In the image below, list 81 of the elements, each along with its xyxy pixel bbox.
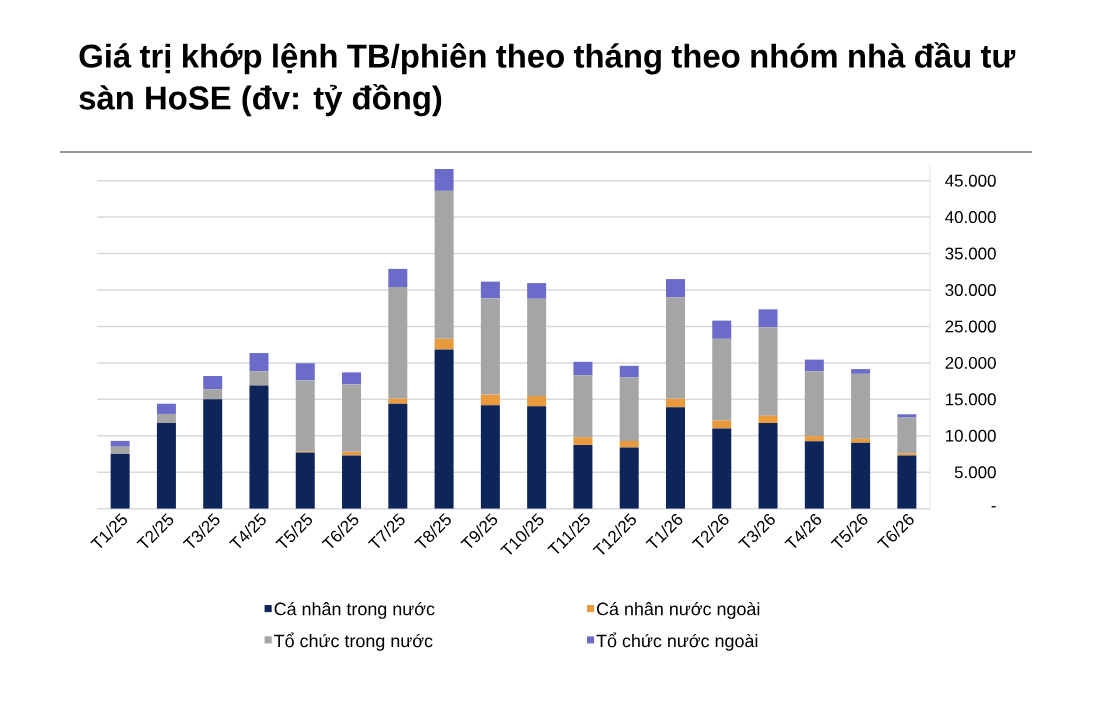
bar bbox=[619, 377, 639, 441]
bar bbox=[851, 373, 871, 439]
bar bbox=[434, 349, 454, 509]
bar bbox=[203, 376, 223, 390]
bar bbox=[388, 268, 408, 288]
bar bbox=[897, 453, 917, 456]
bar bbox=[712, 320, 732, 339]
bar bbox=[434, 169, 454, 191]
bar bbox=[156, 423, 176, 509]
bar bbox=[804, 441, 824, 509]
legend-label: Tổ chức trong nước bbox=[274, 632, 433, 651]
bar bbox=[388, 403, 408, 509]
bar bbox=[573, 375, 593, 438]
bar bbox=[249, 353, 269, 372]
bar bbox=[434, 338, 454, 350]
bar bbox=[712, 428, 732, 509]
bar bbox=[527, 406, 547, 509]
bar bbox=[619, 447, 639, 509]
bar bbox=[342, 372, 362, 385]
bar bbox=[897, 417, 917, 454]
bar bbox=[712, 420, 732, 429]
y-tick-label: 10.000 bbox=[945, 429, 996, 442]
bar bbox=[527, 396, 547, 407]
bar bbox=[203, 389, 223, 400]
bar bbox=[527, 298, 547, 397]
bar bbox=[665, 398, 685, 408]
bar bbox=[480, 298, 500, 395]
legend-label: Cá nhân trong nước bbox=[274, 601, 435, 619]
bar bbox=[758, 327, 778, 416]
bar bbox=[156, 413, 176, 424]
bar bbox=[295, 452, 315, 509]
bar bbox=[665, 297, 685, 399]
bar bbox=[110, 440, 130, 447]
bar bbox=[573, 361, 593, 376]
bar bbox=[712, 338, 732, 421]
y-tick-label: 45.000 bbox=[945, 174, 996, 187]
bar bbox=[342, 455, 362, 509]
bar bbox=[804, 436, 824, 442]
y-tick-label: 25.000 bbox=[945, 320, 996, 333]
bar bbox=[388, 287, 408, 399]
bar bbox=[203, 399, 223, 509]
y-tick-label: - bbox=[991, 506, 996, 508]
bar bbox=[295, 363, 315, 381]
y-tick-label: 5.000 bbox=[954, 466, 996, 479]
bar bbox=[851, 442, 871, 509]
bar bbox=[758, 423, 778, 509]
chart-title: Giá trị khớp lệnh TB/phiên theo tháng theo nhóm nhà đầu tư sàn HoSE (đv: tỷ đồng) bbox=[79, 42, 1016, 117]
bar bbox=[110, 446, 130, 455]
y-tick-label: 30.000 bbox=[945, 284, 996, 297]
bar bbox=[249, 371, 269, 386]
bar bbox=[295, 380, 315, 452]
bar bbox=[897, 455, 917, 509]
bar bbox=[665, 407, 685, 509]
legend-label: Cá nhân nước ngoài bbox=[596, 601, 760, 619]
y-tick-label: 40.000 bbox=[945, 211, 996, 224]
y-tick-label: 15.000 bbox=[945, 393, 996, 406]
bar bbox=[156, 403, 176, 414]
bar bbox=[110, 454, 130, 509]
bar bbox=[527, 283, 547, 299]
bar bbox=[249, 385, 269, 509]
y-tick-label: 35.000 bbox=[945, 247, 996, 260]
bar bbox=[573, 437, 593, 445]
bar bbox=[758, 415, 778, 424]
bar bbox=[758, 309, 778, 328]
y-tick-label: 20.000 bbox=[945, 356, 996, 369]
bar bbox=[619, 365, 639, 378]
bar bbox=[434, 190, 454, 339]
bar bbox=[573, 444, 593, 509]
legend-label: Tổ chức nước ngoài bbox=[596, 632, 758, 651]
bar bbox=[480, 405, 500, 509]
bar bbox=[665, 279, 685, 298]
bar bbox=[480, 281, 500, 299]
bar bbox=[342, 384, 362, 452]
bar bbox=[804, 359, 824, 372]
bar bbox=[897, 414, 917, 418]
bar bbox=[804, 371, 824, 437]
bar bbox=[388, 398, 408, 404]
bar bbox=[851, 438, 871, 443]
bar bbox=[619, 440, 639, 448]
bar bbox=[851, 369, 871, 374]
bar bbox=[480, 394, 500, 406]
